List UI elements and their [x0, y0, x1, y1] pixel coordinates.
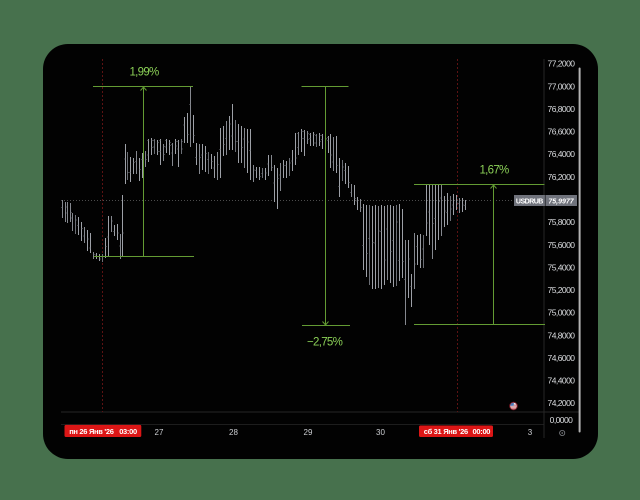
svg-text:75,6000: 75,6000: [548, 240, 576, 250]
svg-text:76,8000: 76,8000: [548, 104, 576, 114]
svg-text:75,0000: 75,0000: [548, 308, 576, 318]
svg-text:03:00: 03:00: [119, 427, 137, 436]
svg-text:76,6000: 76,6000: [548, 127, 576, 137]
svg-text:74,8000: 74,8000: [548, 330, 576, 340]
svg-text:74,6000: 74,6000: [548, 353, 576, 363]
svg-text:28: 28: [229, 428, 238, 437]
svg-text:75,8000: 75,8000: [548, 217, 576, 227]
svg-text:пн 26 Янв '26: пн 26 Янв '26: [69, 427, 114, 436]
svg-text:00:00: 00:00: [473, 427, 491, 436]
svg-text:27: 27: [155, 428, 164, 437]
svg-text:75,9977: 75,9977: [548, 198, 574, 205]
svg-text:1,67%: 1,67%: [479, 165, 509, 177]
svg-text:75,4000: 75,4000: [548, 262, 576, 272]
svg-text:USDRUB: USDRUB: [516, 198, 543, 205]
svg-text:29: 29: [304, 428, 313, 437]
svg-text:−2,75%: −2,75%: [307, 337, 343, 349]
svg-text:30: 30: [376, 428, 385, 437]
svg-text:76,4000: 76,4000: [548, 149, 576, 159]
svg-text:74,2000: 74,2000: [548, 398, 576, 408]
svg-text:сб 31 Янв '26: сб 31 Янв '26: [424, 427, 468, 436]
svg-text:3: 3: [528, 428, 533, 437]
svg-text:1,99%: 1,99%: [129, 67, 159, 79]
svg-text:74,4000: 74,4000: [548, 376, 576, 386]
svg-text:77,2000: 77,2000: [548, 59, 576, 69]
svg-text:75,2000: 75,2000: [548, 285, 576, 295]
svg-text:77,0000: 77,0000: [548, 81, 576, 91]
svg-text:0,0000: 0,0000: [550, 415, 574, 425]
svg-text:76,2000: 76,2000: [548, 172, 576, 182]
